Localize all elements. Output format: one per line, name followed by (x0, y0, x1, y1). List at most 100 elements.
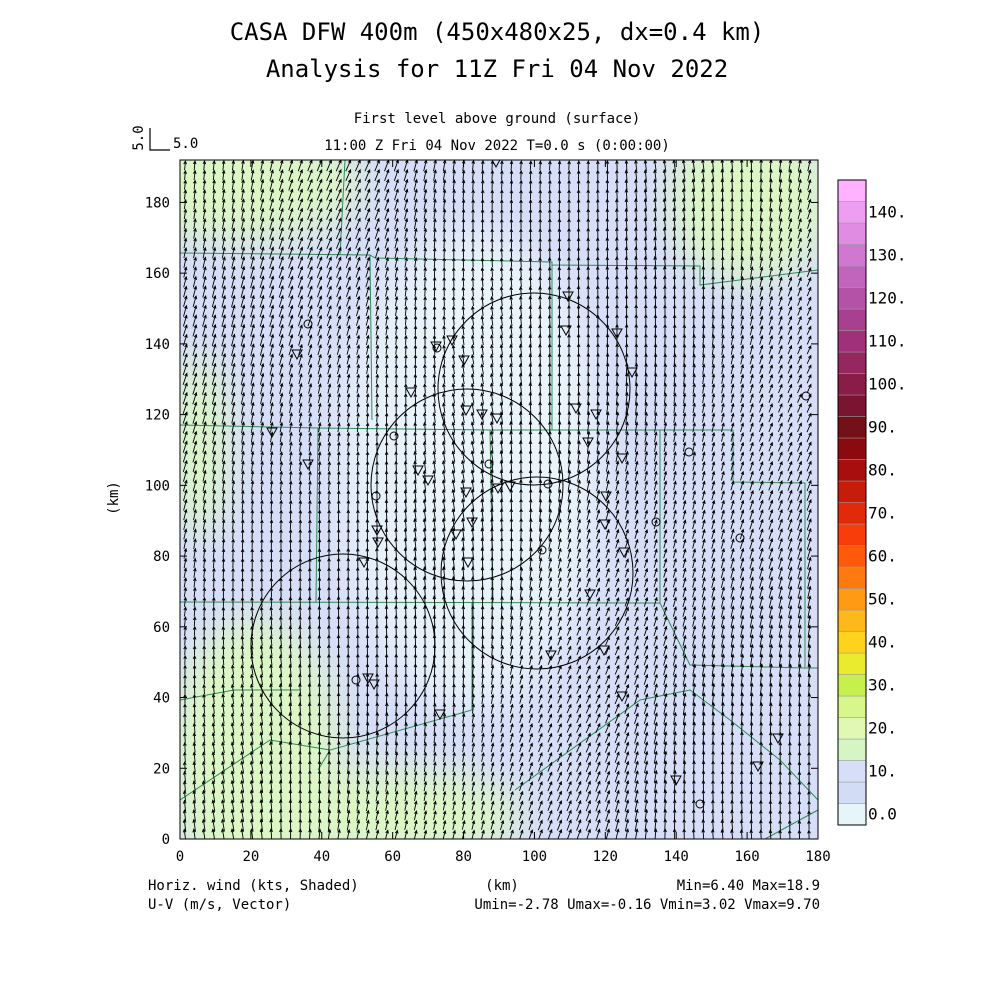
wind-vector (442, 382, 446, 394)
wind-vector (364, 178, 371, 191)
wind-vector (442, 247, 447, 258)
wind-vector (337, 460, 341, 471)
wind-vector (701, 557, 706, 569)
wind-vector (288, 236, 294, 250)
wind-vector (202, 586, 207, 598)
wind-vector (624, 479, 629, 491)
wind-vector (471, 751, 476, 762)
wind-vector (577, 489, 581, 501)
wind-vector (231, 372, 236, 385)
wind-vector (529, 527, 533, 540)
wind-vector (769, 653, 773, 667)
wind-vector (614, 789, 620, 802)
wind-vector (250, 683, 254, 695)
wind-vector (269, 460, 274, 472)
wind-vector (231, 179, 236, 191)
wind-vector (490, 742, 495, 753)
wind-vector (605, 509, 610, 520)
wind-vector (365, 266, 370, 278)
wind-vector (366, 770, 370, 783)
wind-vector (183, 683, 187, 694)
wind-vector (566, 645, 572, 656)
colorbar-swatch (837, 545, 867, 568)
wind-vector (413, 508, 417, 521)
wind-vector (585, 722, 591, 733)
wind-vector (759, 285, 764, 297)
wind-vector (519, 674, 524, 685)
wind-vector (663, 750, 668, 764)
wind-vector (556, 809, 563, 821)
wind-vector (797, 470, 803, 482)
wind-vector (442, 257, 447, 268)
wind-vector (297, 217, 304, 230)
wind-vector (193, 246, 197, 259)
wind-vector (769, 246, 773, 259)
wind-vector (749, 402, 754, 413)
wind-vector (768, 256, 773, 268)
wind-vector (413, 373, 418, 384)
wind-vector (615, 499, 620, 511)
wind-vector (212, 469, 217, 482)
wind-vector (365, 246, 371, 259)
station-triangle (504, 481, 516, 493)
wind-vector (672, 682, 677, 696)
wind-vector (634, 721, 639, 734)
wind-vector (740, 275, 744, 288)
wind-vector (711, 605, 716, 618)
wind-vector (644, 789, 649, 803)
wind-vector (423, 780, 428, 792)
wind-vector (576, 169, 581, 181)
wind-vector (364, 207, 371, 220)
wind-vector (490, 644, 495, 656)
wind-vector (806, 276, 812, 287)
wind-vector (711, 422, 716, 433)
wind-vector (711, 373, 716, 384)
chart-title: CASA DFW 400m (450x480x25, dx=0.4 km) (230, 18, 765, 46)
wind-vector (759, 634, 764, 647)
wind-vector (538, 198, 543, 210)
wind-vector (481, 771, 485, 782)
wind-vector (481, 761, 485, 772)
station-triangle (599, 519, 611, 531)
wind-vector (298, 576, 302, 588)
wind-vector (634, 431, 639, 443)
wind-vector (806, 527, 812, 540)
wind-vector (509, 684, 514, 695)
wind-vector (413, 247, 418, 258)
wind-vector (604, 722, 611, 734)
wind-vector (519, 228, 523, 239)
wind-vector (327, 789, 332, 802)
wind-vector (595, 809, 601, 822)
wind-vector (298, 615, 302, 627)
wind-vector (374, 178, 380, 191)
wind-vector (298, 605, 302, 617)
wind-vector (634, 577, 639, 588)
wind-vector (768, 537, 774, 550)
wind-vector (557, 179, 562, 190)
wind-vector (202, 577, 207, 588)
wind-vector (375, 334, 380, 345)
wind-vector (528, 645, 533, 656)
wind-vector (624, 519, 629, 530)
wind-vector (422, 450, 427, 462)
wind-vector (461, 198, 466, 210)
wind-vector (183, 635, 187, 646)
wind-vector (221, 179, 226, 191)
wind-vector (663, 372, 668, 385)
wind-vector (461, 286, 466, 297)
wind-vector (701, 451, 706, 462)
wind-vector (470, 498, 475, 512)
wind-vector (307, 265, 313, 279)
wind-vector (451, 363, 456, 375)
wind-vector (345, 236, 352, 249)
wind-vector (471, 790, 476, 801)
wind-vector (374, 168, 380, 182)
wind-vector (787, 460, 793, 472)
wind-vector (519, 829, 524, 839)
wind-vector (519, 576, 524, 589)
wind-vector (259, 615, 264, 627)
wind-vector (615, 558, 620, 568)
wind-vector (259, 236, 265, 250)
wind-vector (433, 780, 437, 792)
wind-vector (556, 819, 563, 831)
